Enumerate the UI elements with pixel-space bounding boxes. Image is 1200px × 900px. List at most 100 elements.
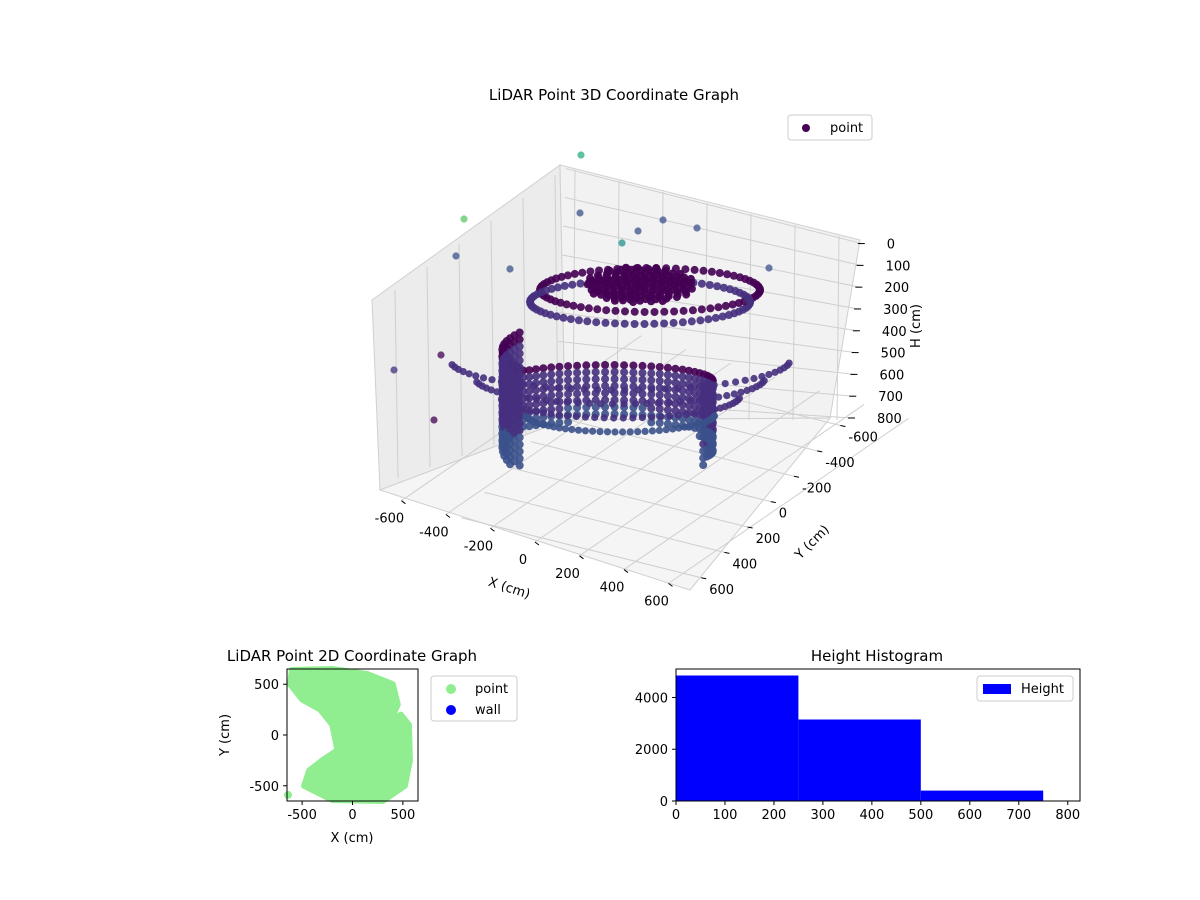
point-3d [619,414,627,422]
point-3d [563,271,572,280]
z-tick-label-3d: 700 [878,390,903,405]
x-tick-label-hist: 500 [908,808,933,823]
point-3d-outlier [577,151,585,159]
point-3d [525,366,534,375]
point-3d [650,308,659,316]
point-3d [648,385,656,394]
point-3d [655,370,664,378]
point-3d [620,361,629,370]
point-3d [647,376,656,385]
point-3d [746,298,754,307]
point-3d [591,361,600,370]
y-tick-label-3d: 0 [779,507,787,522]
point-3d [688,306,697,315]
point-3d [674,384,682,392]
point-3d-outlier [452,252,460,260]
point-3d [515,433,524,442]
point-3d [648,427,657,435]
point-3d [663,405,672,414]
point-3d [601,368,610,376]
point-3d [601,318,610,327]
point-3d [706,304,715,313]
point-3d [723,392,731,400]
point-3d [620,375,629,384]
point-3d [647,404,656,413]
point-3d-outlier [576,209,584,217]
legend-2d-wall-marker [446,705,456,715]
z-axis-label-3d: H (cm) [909,304,924,348]
point-3d [658,297,667,305]
point-3d [647,362,656,371]
point-3d [564,376,573,385]
point-3d [542,383,550,391]
point-3d [629,375,638,384]
point-3d [715,393,723,401]
x-tick-label-hist: 400 [859,808,884,823]
histogram-bar [920,790,1044,801]
x-tick-label-hist: 100 [713,808,738,823]
point-3d [582,361,591,370]
point-3d [572,412,580,421]
point-3d [566,315,575,324]
point-3d [601,361,610,369]
point-3d [632,400,640,408]
point-3d [640,308,649,316]
y-tick-mark [770,501,776,504]
grid-line-y [461,517,702,579]
point-3d [533,395,541,403]
point-cloud-3d [390,151,793,470]
legend-3d-frame [787,114,873,141]
point-3d [638,368,647,377]
point-3d [488,376,496,384]
point-3d [555,376,564,385]
grid-line-y [553,415,795,477]
point-3d [555,362,564,371]
point-3d [563,398,571,406]
point-3d [706,394,714,402]
point-3d-outlier [765,264,773,272]
point-3d [593,305,602,314]
point-3d [634,386,642,394]
point-3d [603,428,612,436]
point-3d [672,293,681,302]
point-3d [696,316,705,325]
point-3d [591,375,600,384]
point-3d [626,428,634,436]
point-3d [564,418,573,427]
ticks-2d: -500 0 500 500 0 -500 [249,678,415,823]
point-3d [487,386,495,394]
point-3d [605,266,614,275]
point-3d [681,423,689,431]
histogram-bar [676,675,799,801]
chart-3d-title: LiDAR Point 3D Coordinate Graph [489,86,739,104]
point-3d [718,312,727,321]
point-3d [711,405,719,414]
point-3d [574,399,582,407]
point-3d [697,279,706,288]
x-tick-mark [668,582,673,587]
z-tick-label-3d: 500 [881,347,906,362]
point-3d [555,424,564,432]
point-3d [530,382,538,390]
point-3d [678,372,687,381]
point-3d [682,410,691,418]
point-3d [655,419,664,427]
point-3d [547,377,556,386]
point-3d [515,426,524,435]
point-3d [602,294,611,302]
point-3d [568,280,577,289]
point-3d [601,375,610,383]
x-tick-label-3d: 400 [600,581,625,596]
y-tick-label-2d: 500 [254,678,279,693]
point-3d [690,409,698,417]
point-3d [682,290,691,299]
point-3d [630,320,639,328]
point-3d [708,446,717,455]
point-3d [547,284,556,293]
point-3d [515,412,524,421]
point-3d [547,370,556,379]
point-3d [655,363,664,371]
point-3d-outlier [659,216,667,224]
point-3d [724,311,733,319]
point-3d [547,410,555,418]
